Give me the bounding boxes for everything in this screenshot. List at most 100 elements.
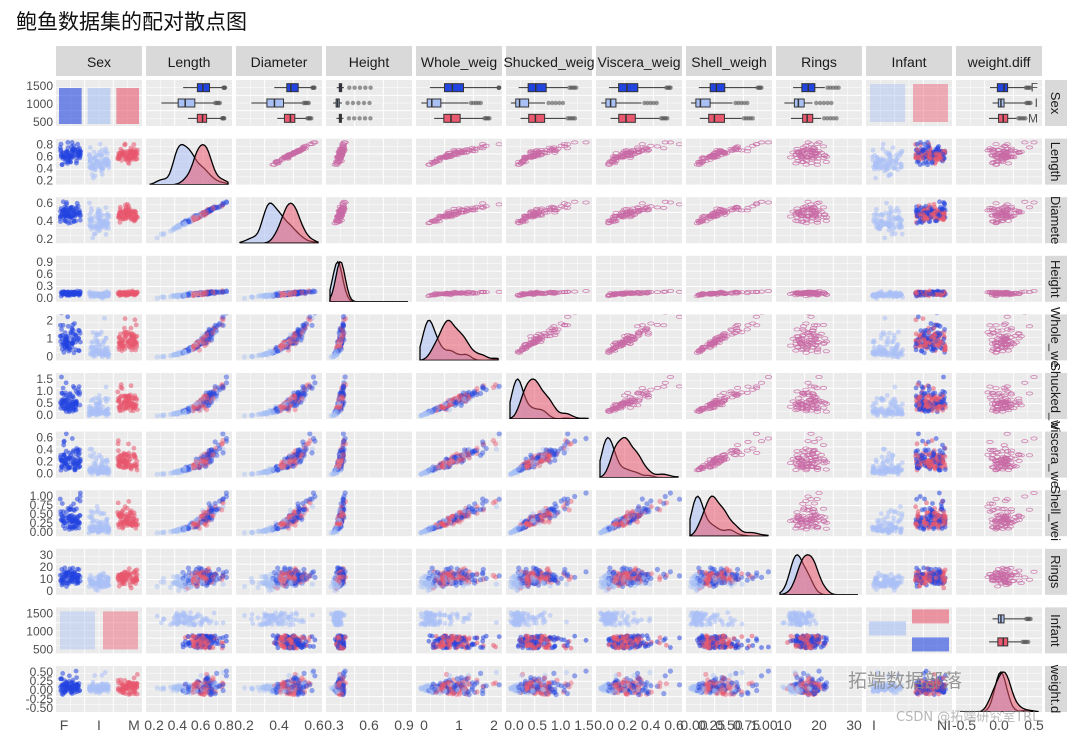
data-point	[203, 211, 209, 217]
outlier-point	[496, 85, 501, 90]
data-point	[196, 212, 202, 218]
data-point	[193, 291, 199, 297]
data-point	[295, 290, 301, 296]
outlier-point	[572, 116, 578, 121]
data-point	[194, 291, 200, 297]
panel-Length-Rings	[776, 138, 862, 185]
data-point	[278, 292, 285, 298]
data-point	[282, 291, 288, 297]
data-point	[270, 293, 276, 299]
column-strip	[866, 46, 952, 76]
data-point	[198, 212, 204, 218]
data-point	[198, 290, 204, 296]
data-point	[219, 202, 225, 208]
data-point	[175, 224, 181, 230]
data-point	[99, 352, 104, 358]
panel-Diameter-Length	[146, 197, 232, 244]
data-point	[289, 291, 295, 297]
data-point	[276, 292, 282, 298]
data-point	[917, 162, 923, 168]
data-point	[208, 207, 214, 213]
data-point	[292, 290, 298, 296]
data-point	[275, 292, 282, 298]
column-strip	[776, 46, 862, 76]
data-point	[100, 293, 106, 299]
data-point	[299, 290, 305, 296]
data-point	[103, 232, 109, 237]
data-point	[181, 293, 187, 299]
panel-Sex-Infant	[866, 80, 952, 126]
data-point	[181, 219, 187, 226]
panel-Height-weight.diff	[956, 255, 1042, 302]
data-point	[941, 212, 947, 217]
density-contour	[606, 159, 614, 164]
density-contour	[732, 205, 740, 210]
data-point	[281, 290, 287, 297]
data-point	[199, 211, 205, 217]
data-point	[200, 290, 206, 296]
box	[527, 83, 547, 93]
outlier-point	[1028, 100, 1033, 106]
data-point	[207, 290, 213, 296]
panel-Height-Sex	[56, 255, 142, 302]
data-point	[200, 210, 206, 216]
data-point	[177, 223, 183, 229]
data-point	[185, 292, 192, 298]
data-point	[198, 291, 204, 297]
data-point	[186, 219, 192, 225]
data-point	[197, 291, 203, 297]
data-point	[284, 291, 290, 297]
density-contour	[540, 210, 549, 215]
panel-Diameter-Shell_weight	[686, 197, 772, 244]
data-point	[176, 223, 182, 229]
data-point	[210, 289, 216, 295]
row-strip	[1045, 490, 1067, 537]
data-point	[286, 290, 292, 296]
data-point	[277, 292, 283, 298]
density-contour	[463, 292, 471, 297]
data-point	[291, 291, 297, 297]
data-point	[271, 293, 278, 299]
data-point	[190, 217, 196, 223]
density-contour	[786, 214, 795, 219]
data-point	[95, 206, 101, 212]
row-strip-label: Rings	[1048, 555, 1063, 589]
data-point	[217, 289, 223, 295]
data-point	[72, 292, 78, 298]
data-point	[173, 293, 179, 299]
outlier-point	[651, 100, 656, 106]
data-point	[184, 290, 190, 297]
data-point	[287, 291, 293, 297]
data-point	[187, 292, 194, 298]
data-point	[205, 207, 211, 213]
density-contour	[564, 202, 572, 207]
data-point	[220, 201, 226, 207]
column-strip-label: Infant	[891, 54, 926, 70]
data-point	[202, 290, 209, 296]
box	[177, 98, 196, 108]
data-point	[201, 290, 207, 296]
data-point	[205, 209, 212, 215]
bar	[87, 88, 111, 124]
data-point	[205, 290, 211, 296]
box	[515, 98, 530, 108]
data-point	[204, 290, 210, 296]
data-point	[195, 290, 201, 297]
density-contour	[479, 290, 487, 295]
density-contour	[1015, 149, 1023, 154]
data-point	[207, 207, 213, 213]
data-point	[926, 156, 932, 162]
density-contour	[335, 219, 343, 224]
data-point	[103, 225, 109, 231]
data-point	[301, 289, 307, 295]
data-point	[211, 290, 217, 297]
data-point	[194, 215, 200, 221]
data-point	[205, 207, 211, 213]
data-point	[204, 210, 210, 216]
data-point	[291, 290, 297, 296]
data-point	[203, 209, 210, 215]
data-point	[197, 290, 203, 296]
data-point	[297, 290, 303, 296]
data-point	[219, 289, 225, 295]
data-point	[206, 290, 213, 296]
